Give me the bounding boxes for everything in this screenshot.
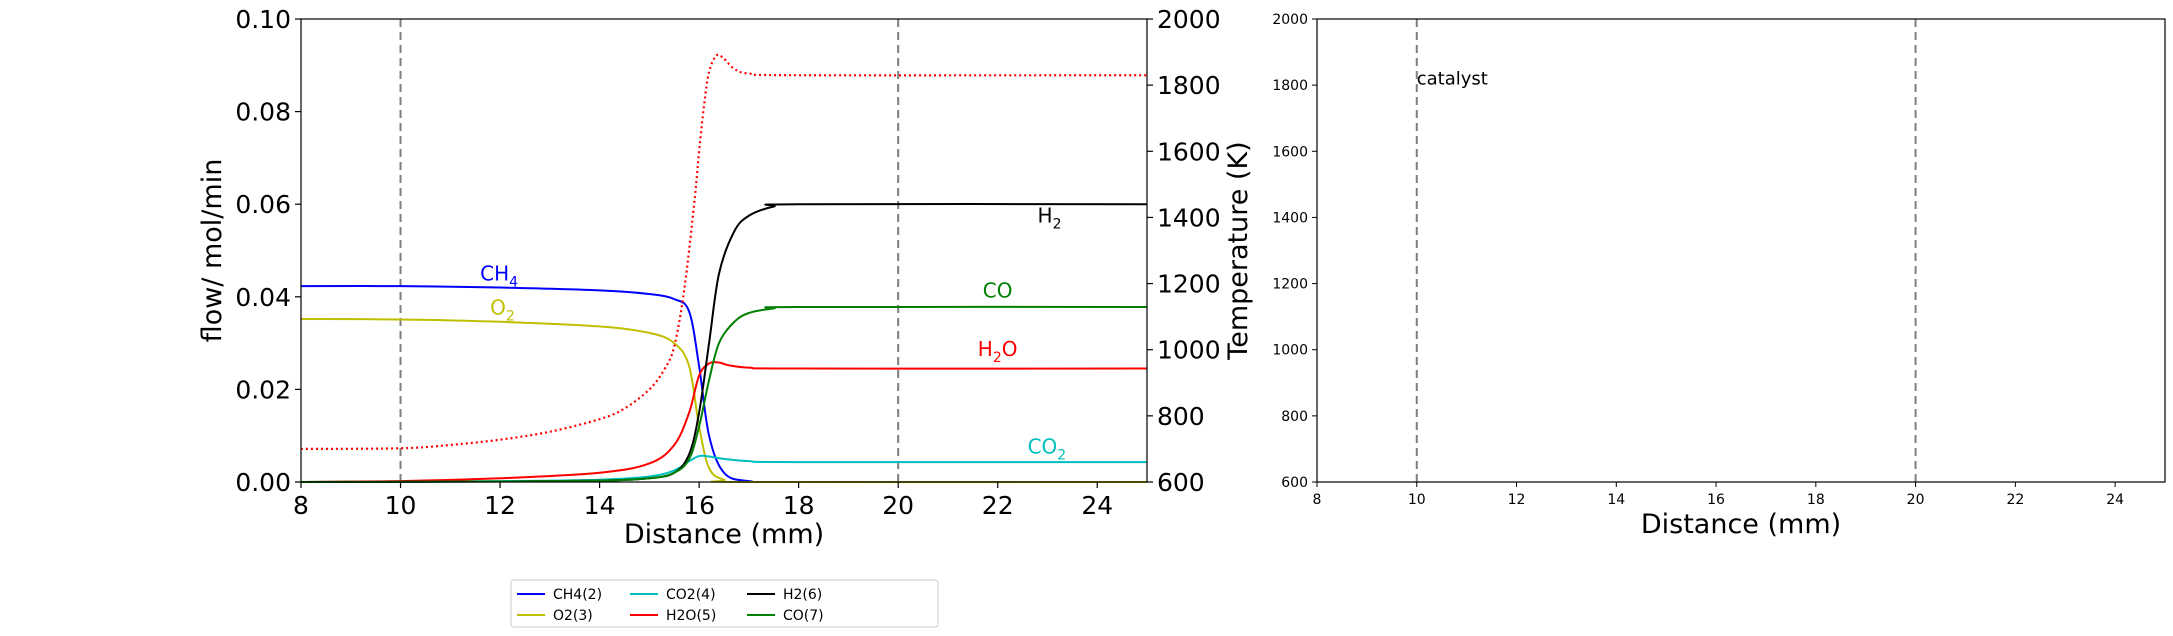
y-tick-label: 1000 — [1272, 343, 1308, 359]
x-tick-label: 10 — [385, 491, 417, 520]
species-label: O2 — [490, 295, 515, 324]
y-tick-label: 0.02 — [235, 375, 291, 404]
x-axis-ticks: 8 10 12 14 16 18 20 22 24 — [1313, 482, 2124, 508]
x-tick-label: 20 — [1907, 492, 1925, 508]
plot-frame — [300, 18, 1148, 483]
y2-tick-label: 2000 — [1157, 5, 1221, 34]
y-tick-label: 1200 — [1272, 277, 1308, 293]
x-tick-label: 24 — [1081, 491, 1113, 520]
y-tick-label: 1600 — [1272, 144, 1308, 160]
species-label-sub: 2 — [506, 308, 515, 324]
x-tick-label: 18 — [1807, 492, 1825, 508]
species-label-main: CO — [983, 279, 1013, 303]
series-line-o2-3- — [300, 318, 1148, 484]
catalyst-boundaries — [1415, 19, 1917, 482]
x-tick-label: 22 — [982, 491, 1014, 520]
y2-axis-label: Temperature (K) — [1223, 141, 1254, 360]
species-label-tail: O — [1002, 337, 1018, 361]
x-tick-label: 10 — [1408, 492, 1426, 508]
species-label-sub: 4 — [509, 275, 518, 291]
y-tick-label: 0.00 — [235, 468, 291, 497]
species-label-main: H — [1038, 204, 1053, 228]
y2-axis-ticks: 600 800 1000 1200 1400 1600 1800 2000 — [1147, 5, 1221, 497]
x-tick-label: 12 — [1508, 492, 1526, 508]
species-label-sub: 2 — [1053, 217, 1062, 233]
species-label: CH4 — [480, 262, 518, 291]
legend-label: CH4(2) — [553, 587, 602, 603]
legend-label: CO2(4) — [666, 587, 716, 603]
species-label-main: CO — [1028, 434, 1058, 458]
y-tick-label: 800 — [1281, 409, 1308, 425]
legend-label: H2(6) — [783, 587, 822, 603]
y2-tick-label: 1400 — [1157, 203, 1221, 232]
series-line-h2-6- — [300, 203, 1148, 483]
x-tick-label: 12 — [484, 491, 516, 520]
legend-label: CO(7) — [783, 608, 824, 624]
species-label-sub: 2 — [993, 350, 1002, 366]
y-tick-label: 600 — [1281, 475, 1308, 491]
species-label-main: H — [978, 337, 993, 361]
y2-tick-label: 1000 — [1157, 336, 1221, 365]
species-label-sub: 2 — [1057, 447, 1066, 463]
y-axis-ticks: 0.00 0.02 0.04 0.06 0.08 0.10 — [235, 5, 301, 497]
y2-tick-label: 1600 — [1157, 137, 1221, 166]
legend-label: H2O(5) — [666, 608, 716, 624]
temperature-chart: catalyst 8 10 12 14 16 18 20 22 24 600 800 1000 120… — [1272, 12, 2166, 540]
species-label: H2 — [1038, 204, 1062, 233]
x-tick-label: 22 — [2006, 492, 2024, 508]
x-axis-ticks: 8 10 12 14 16 18 20 22 24 — [293, 482, 1113, 520]
series-line-h2o-5- — [300, 361, 1148, 483]
y-tick-label: 2000 — [1272, 12, 1308, 28]
catalyst-label: catalyst — [1417, 69, 1488, 90]
x-tick-label: 8 — [1313, 492, 1322, 508]
species-label-main: O — [490, 295, 506, 319]
x-axis-label: Distance (mm) — [1641, 509, 1841, 540]
species-label: H2O — [978, 337, 1018, 366]
x-tick-label: 14 — [584, 491, 616, 520]
series-line-co2-4- — [300, 454, 1148, 483]
x-tick-label: 14 — [1607, 492, 1625, 508]
plot-frame — [1316, 18, 2166, 483]
series-line-ch4-2- — [300, 285, 1148, 484]
y-tick-label: 0.10 — [235, 5, 291, 34]
y2-tick-label: 800 — [1157, 402, 1205, 431]
y-axis-ticks: 600 800 1000 1200 1400 1600 1800 2000 — [1272, 12, 1317, 491]
legend-label: O2(3) — [553, 608, 593, 624]
y2-tick-label: 600 — [1157, 468, 1205, 497]
x-tick-label: 24 — [2106, 492, 2124, 508]
y2-tick-label: 1800 — [1157, 71, 1221, 100]
flow-series — [300, 53, 1148, 484]
x-tick-label: 18 — [783, 491, 815, 520]
legend: CH4(2) O2(3) CO2(4) H2O(5) H2(6) CO(7) — [510, 579, 939, 628]
x-tick-label: 8 — [293, 491, 309, 520]
legend-box — [510, 579, 939, 628]
y-tick-label: 0.04 — [235, 283, 291, 312]
x-axis-label: Distance (mm) — [624, 519, 824, 550]
temperature-line — [300, 53, 1148, 451]
species-label: CO2 — [1028, 434, 1067, 463]
y-axis-label: flow/ mol/min — [197, 159, 228, 343]
species-label: CO — [983, 279, 1013, 303]
catalyst-boundaries — [399, 19, 900, 482]
y-tick-label: 1800 — [1272, 78, 1308, 94]
y-tick-label: 0.08 — [235, 98, 291, 127]
y-tick-label: 1400 — [1272, 210, 1308, 226]
species-label-main: CH — [480, 262, 509, 286]
x-tick-label: 16 — [1707, 492, 1725, 508]
x-tick-label: 16 — [683, 491, 715, 520]
chart2-annotations: catalyst — [1417, 69, 1488, 90]
y2-tick-label: 1200 — [1157, 270, 1221, 299]
y-tick-label: 0.06 — [235, 190, 291, 219]
series-line-co-7- — [300, 305, 1148, 483]
x-tick-label: 20 — [882, 491, 914, 520]
